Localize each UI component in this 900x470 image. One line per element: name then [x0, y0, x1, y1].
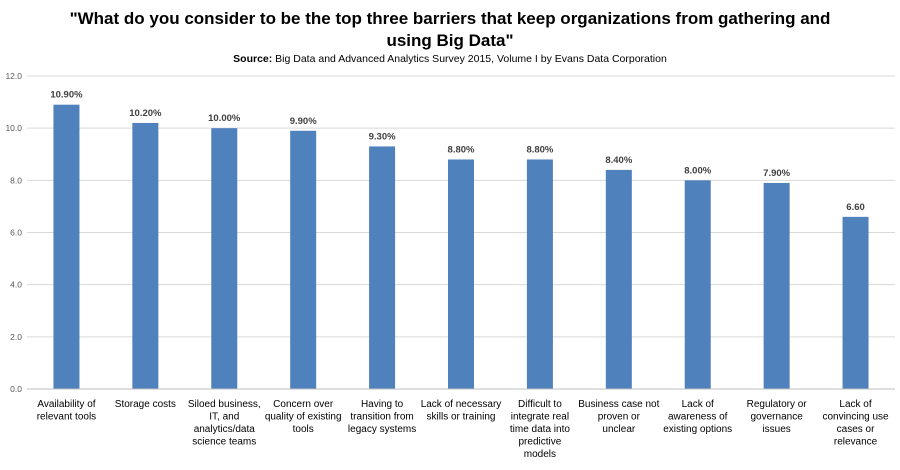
category-label: Availability of relevant tools	[37, 399, 96, 423]
bar	[763, 182, 790, 389]
data-label: 10.20%	[129, 108, 162, 119]
y-tick-label: 2.0	[10, 332, 22, 342]
y-tick-label: 12.0	[5, 71, 22, 81]
bar	[290, 130, 317, 389]
category-label-line: convincing use	[822, 412, 889, 423]
category-label-line: predictive	[519, 437, 562, 448]
category-label: Lack of convincing use cases or relevance	[822, 399, 889, 448]
category-label-line: Availability of	[37, 399, 95, 410]
y-tick-label: 0.0	[10, 384, 22, 394]
category-label-line: Lack of necessary	[421, 399, 502, 410]
bar	[605, 169, 632, 389]
chart-title-line-2: using Big Data"	[386, 31, 513, 50]
data-label: 9.30%	[369, 131, 396, 142]
data-label: 8.80%	[526, 144, 553, 155]
category-label-line: analytics/data	[194, 424, 256, 435]
bar	[448, 159, 474, 389]
y-tick-label: 8.0	[10, 175, 22, 185]
category-label-line: issues	[762, 424, 790, 435]
category-label: Storage costs	[115, 399, 176, 410]
chart-subtitle: Source: Big Data and Advanced Analytics …	[233, 53, 667, 65]
data-label: 8.40%	[605, 155, 632, 166]
subtitle-source-label: Source:	[233, 53, 272, 65]
category-label-line: time data into	[510, 424, 570, 435]
category-label: Lack of awareness of existing options	[663, 399, 732, 435]
data-label: 6.60	[846, 202, 865, 213]
bar	[211, 128, 238, 389]
category-label-line: integrate real	[511, 412, 569, 423]
category-label-line: Concern over	[273, 399, 334, 410]
bar	[53, 104, 80, 390]
bar	[526, 159, 553, 389]
bar	[842, 216, 869, 389]
category-label: Having to transition from legacy systems	[348, 399, 416, 435]
data-label: 7.90%	[763, 168, 790, 179]
category-label-line: legacy systems	[348, 424, 416, 435]
bar	[132, 122, 159, 389]
category-label-line: models	[524, 449, 556, 460]
data-label: 8.00%	[684, 165, 711, 176]
category-label-line: relevance	[834, 437, 878, 448]
data-labels: 10.90% 10.20% 10.00% 9.90% 9.30% 8.80% 8.80% 8.…	[50, 90, 864, 213]
subtitle-source-text: Big Data and Advanced Analytics Survey 2…	[272, 53, 667, 65]
bars	[53, 104, 869, 390]
category-label-line: cases or	[837, 424, 875, 435]
x-axis-categories: Availability of relevant tools Storage cos…	[37, 399, 889, 460]
category-label: Regulatory or governance issues	[747, 399, 808, 435]
category-label: Siloed business, IT, and analytics/data sci…	[188, 399, 261, 448]
category-label: Business case not proven or unclear	[578, 399, 659, 435]
category-label-line: proven or	[598, 412, 641, 423]
category-label: Difficult to integrate real time data into…	[510, 399, 570, 460]
category-label-line: Business case not	[578, 399, 659, 410]
data-label: 10.00%	[208, 113, 241, 124]
y-tick-label: 10.0	[5, 123, 22, 133]
y-tick-label: 6.0	[10, 228, 22, 238]
category-label-line: Having to	[361, 399, 404, 410]
chart-title-line-1: "What do you consider to be the top thre…	[70, 9, 831, 28]
category-label-line: Difficult to	[518, 399, 562, 410]
category-label-line: unclear	[602, 424, 635, 435]
category-label-line: Regulatory or	[747, 399, 808, 410]
category-label-line: IT, and	[209, 412, 239, 423]
data-label: 10.90%	[50, 90, 83, 101]
category-label-line: Lack of	[682, 399, 714, 410]
data-label: 9.90%	[290, 116, 317, 127]
category-label-line: existing options	[663, 424, 732, 435]
category-label-line: science teams	[192, 437, 256, 448]
category-label-line: transition from	[350, 412, 413, 423]
category-label-line: governance	[751, 412, 804, 423]
category-label-line: quality of existing	[265, 412, 342, 423]
category-label-line: skills or training	[427, 412, 496, 423]
category-label-line: relevant tools	[37, 412, 96, 423]
category-label-line: Storage costs	[115, 399, 176, 410]
category-label-line: Siloed business,	[188, 399, 261, 410]
category-label-line: awareness of	[668, 412, 728, 423]
bar	[684, 180, 711, 389]
category-label-line: tools	[293, 424, 314, 435]
bar	[369, 146, 396, 389]
category-label: Lack of necessary skills or training	[421, 399, 502, 423]
category-label-line: Lack of	[839, 399, 871, 410]
category-label: Concern over quality of existing tools	[265, 399, 342, 435]
data-label: 8.80%	[448, 144, 475, 155]
y-tick-label: 4.0	[10, 280, 22, 290]
chart-title: "What do you consider to be the top thre…	[70, 9, 831, 50]
y-axis-ticks: 0.0 2.0 4.0 6.0 8.0 10.0 12.0	[5, 71, 22, 394]
